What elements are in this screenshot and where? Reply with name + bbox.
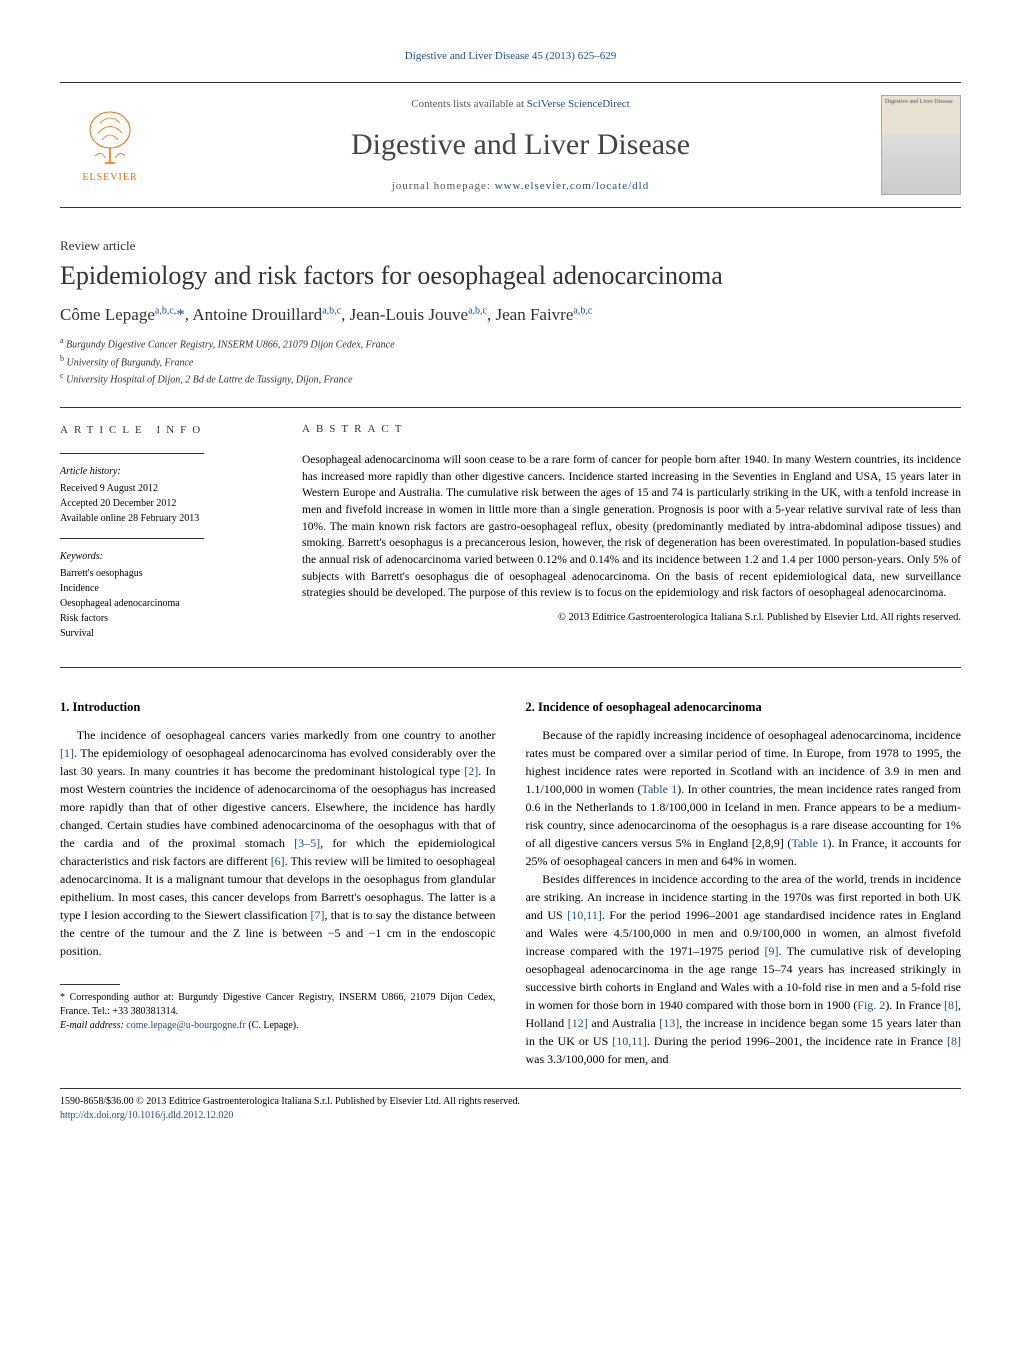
history-line: Received 9 August 2012 (60, 481, 266, 496)
page-footer: 1590-8658/$36.00 © 2013 Editrice Gastroe… (60, 1095, 961, 1123)
elsevier-tree-icon (80, 108, 140, 168)
footer-rule (60, 1088, 961, 1089)
author-email-link[interactable]: come.lepage@u-bourgogne.fr (126, 1020, 246, 1031)
section-2-head: 2. Incidence of oesophageal adenocarcino… (526, 698, 962, 717)
keyword: Risk factors (60, 611, 266, 626)
affiliations: a Burgundy Digestive Cancer Registry, IN… (60, 335, 961, 387)
article-history-label: Article history: (60, 464, 266, 479)
email-label: E-mail address: (60, 1020, 124, 1031)
cover-thumb-title: Digestive and Liver Disease (882, 96, 960, 109)
left-column: 1. Introduction The incidence of oesopha… (60, 698, 496, 1069)
section-1-para-1: The incidence of oesophageal cancers var… (60, 726, 496, 960)
footer-copyright: 1590-8658/$36.00 © 2013 Editrice Gastroe… (60, 1095, 961, 1109)
doi-link[interactable]: http://dx.doi.org/10.1016/j.dld.2012.12.… (60, 1110, 233, 1121)
homepage-prefix: journal homepage: (392, 180, 495, 192)
abstract-column: abstract Oesophageal adenocarcinoma will… (280, 408, 961, 667)
journal-homepage-link[interactable]: www.elsevier.com/locate/dld (495, 180, 650, 192)
running-head: Digestive and Liver Disease 45 (2013) 62… (60, 50, 961, 62)
sciencedirect-link[interactable]: SciVerse ScienceDirect (527, 98, 630, 110)
masthead: ELSEVIER Contents lists available at Sci… (60, 82, 961, 208)
keyword: Barrett's oesophagus (60, 566, 266, 581)
info-divider (60, 538, 204, 539)
author-list: Côme Lepagea,b,c,*, Antoine Drouillarda,… (60, 305, 961, 325)
affiliation-line: c University Hospital of Dijon, 2 Bd de … (60, 370, 961, 387)
section-2-para-2: Besides differences in incidence accordi… (526, 870, 962, 1068)
section-2-para-1: Because of the rapidly increasing incide… (526, 726, 962, 870)
corresponding-author-note: * Corresponding author at: Burgundy Dige… (60, 991, 496, 1019)
keyword: Oesophageal adenocarcinoma (60, 596, 266, 611)
email-tail: (C. Lepage). (246, 1020, 299, 1031)
keyword: Incidence (60, 581, 266, 596)
section-1-head: 1. Introduction (60, 698, 496, 717)
keywords-block: Keywords: Barrett's oesophagusIncidenceO… (60, 549, 266, 641)
abstract-text: Oesophageal adenocarcinoma will soon cea… (302, 452, 961, 602)
journal-cover-thumbnail: Digestive and Liver Disease (881, 95, 961, 195)
affiliation-line: b University of Burgundy, France (60, 353, 961, 370)
history-line: Available online 28 February 2013 (60, 511, 266, 526)
journal-name: Digestive and Liver Disease (180, 128, 861, 162)
article-history-block: Article history: Received 9 August 2012A… (60, 464, 266, 526)
article-title: Epidemiology and risk factors for oesoph… (60, 260, 961, 291)
footnote-separator (60, 984, 120, 985)
abstract-copyright: © 2013 Editrice Gastroenterologica Itali… (302, 610, 961, 625)
affiliation-line: a Burgundy Digestive Cancer Registry, IN… (60, 335, 961, 352)
journal-homepage-line: journal homepage: www.elsevier.com/locat… (180, 180, 861, 192)
article-info-head: article info (60, 422, 266, 439)
info-abstract-row: article info Article history: Received 9… (60, 407, 961, 668)
contents-available-line: Contents lists available at SciVerse Sci… (180, 98, 861, 110)
article-type: Review article (60, 238, 961, 254)
info-divider (60, 453, 204, 454)
email-line: E-mail address: come.lepage@u-bourgogne.… (60, 1019, 496, 1033)
elsevier-logo: ELSEVIER (60, 95, 160, 195)
elsevier-wordmark: ELSEVIER (82, 172, 137, 183)
keywords-label: Keywords: (60, 549, 266, 564)
history-line: Accepted 20 December 2012 (60, 496, 266, 511)
page: Digestive and Liver Disease 45 (2013) 62… (0, 0, 1021, 1163)
abstract-head: abstract (302, 422, 961, 438)
contents-prefix: Contents lists available at (411, 98, 526, 110)
footnotes: * Corresponding author at: Burgundy Dige… (60, 991, 496, 1033)
masthead-center: Contents lists available at SciVerse Sci… (160, 98, 881, 192)
right-column: 2. Incidence of oesophageal adenocarcino… (526, 698, 962, 1069)
body-two-column: 1. Introduction The incidence of oesopha… (60, 698, 961, 1069)
keyword: Survival (60, 626, 266, 641)
article-info-column: article info Article history: Received 9… (60, 408, 280, 667)
